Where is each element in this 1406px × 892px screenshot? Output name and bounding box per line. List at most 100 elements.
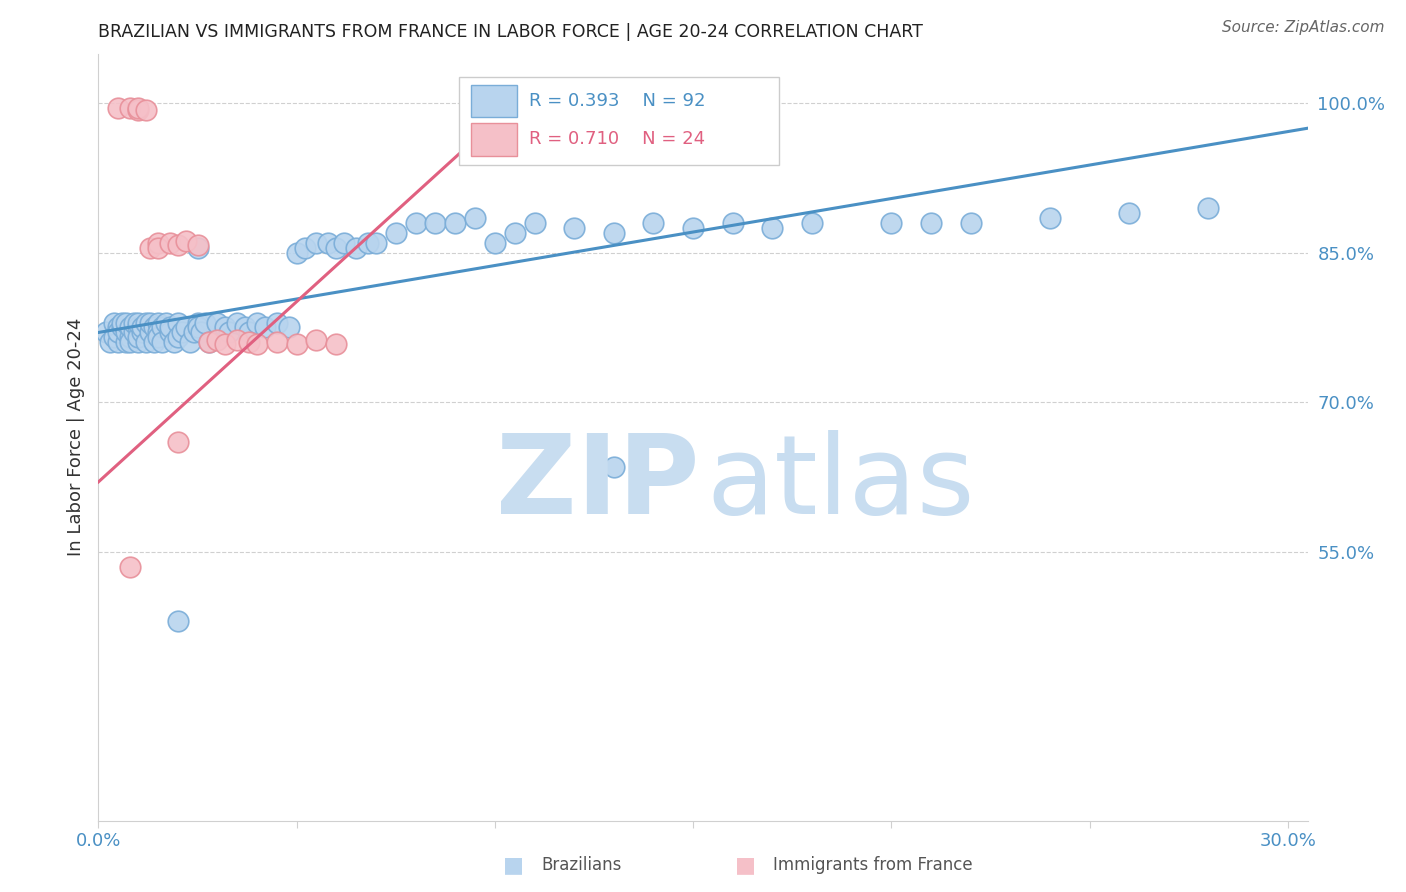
Point xyxy=(207,334,229,348)
Point xyxy=(111,316,134,330)
Point xyxy=(166,237,188,252)
Point xyxy=(127,335,149,350)
Point xyxy=(135,316,157,330)
Point xyxy=(226,316,249,330)
Point xyxy=(103,330,125,344)
Point xyxy=(146,241,169,255)
Point xyxy=(163,335,186,350)
Point xyxy=(761,220,783,235)
Point xyxy=(503,226,526,240)
Point xyxy=(801,216,824,230)
Point xyxy=(166,615,188,629)
Point xyxy=(643,216,665,230)
Point xyxy=(444,216,467,230)
Point xyxy=(120,559,142,574)
Point xyxy=(198,335,221,350)
Point xyxy=(179,335,201,350)
Text: ■: ■ xyxy=(735,855,755,875)
Point xyxy=(1039,211,1062,225)
Point xyxy=(131,320,153,334)
Point xyxy=(96,326,118,340)
Point xyxy=(159,235,181,250)
Y-axis label: In Labor Force | Age 20-24: In Labor Force | Age 20-24 xyxy=(66,318,84,557)
Point xyxy=(146,330,169,344)
Text: Source: ZipAtlas.com: Source: ZipAtlas.com xyxy=(1222,20,1385,35)
Point xyxy=(721,216,744,230)
Text: R = 0.393    N = 92: R = 0.393 N = 92 xyxy=(529,92,706,110)
Point xyxy=(115,326,138,340)
Point xyxy=(246,316,269,330)
Point xyxy=(135,335,157,350)
Point xyxy=(127,320,149,334)
Point xyxy=(682,220,704,235)
Point xyxy=(120,101,142,115)
Point xyxy=(120,335,142,350)
Point xyxy=(131,326,153,340)
Point xyxy=(305,235,328,250)
FancyBboxPatch shape xyxy=(471,85,517,117)
Point xyxy=(98,335,121,350)
Point xyxy=(155,316,177,330)
Point xyxy=(186,316,208,330)
Point xyxy=(1118,206,1140,220)
Point xyxy=(142,335,165,350)
Text: ZIP: ZIP xyxy=(496,430,699,537)
Point xyxy=(194,316,217,330)
Point xyxy=(139,241,162,255)
Point xyxy=(357,235,380,250)
Point xyxy=(325,337,347,351)
Point xyxy=(107,101,129,115)
Point xyxy=(384,226,406,240)
Point xyxy=(425,216,447,230)
Point xyxy=(166,316,188,330)
Point xyxy=(238,335,260,350)
Point xyxy=(464,211,486,225)
Point xyxy=(920,216,942,230)
FancyBboxPatch shape xyxy=(471,123,517,155)
Point xyxy=(120,330,142,344)
Point xyxy=(198,335,221,350)
Point xyxy=(344,241,367,255)
Point xyxy=(214,320,236,334)
Point xyxy=(127,101,149,115)
Point xyxy=(107,320,129,334)
Point xyxy=(186,237,208,252)
Point xyxy=(122,326,145,340)
Point xyxy=(146,316,169,330)
Point xyxy=(183,326,205,340)
Point xyxy=(405,216,427,230)
Point xyxy=(159,326,181,340)
Text: Immigrants from France: Immigrants from France xyxy=(773,856,973,874)
Point xyxy=(115,316,138,330)
Point xyxy=(122,316,145,330)
Point xyxy=(285,337,308,351)
Point xyxy=(146,235,169,250)
Point xyxy=(107,335,129,350)
Point xyxy=(325,241,347,255)
Point xyxy=(174,320,197,334)
Point xyxy=(174,234,197,248)
Point xyxy=(1198,201,1220,215)
Point xyxy=(120,320,142,334)
Point xyxy=(111,320,134,334)
Point xyxy=(238,326,260,340)
Point xyxy=(253,320,276,334)
Point xyxy=(170,326,193,340)
Text: BRAZILIAN VS IMMIGRANTS FROM FRANCE IN LABOR FORCE | AGE 20-24 CORRELATION CHART: BRAZILIAN VS IMMIGRANTS FROM FRANCE IN L… xyxy=(98,23,924,41)
Point xyxy=(285,245,308,260)
Point xyxy=(146,326,169,340)
Point xyxy=(305,334,328,348)
Point xyxy=(115,335,138,350)
Point xyxy=(135,103,157,118)
Point xyxy=(103,316,125,330)
Point xyxy=(562,220,585,235)
Point xyxy=(603,226,626,240)
Point xyxy=(166,435,188,450)
Point xyxy=(277,320,299,334)
Point xyxy=(959,216,981,230)
Point xyxy=(603,460,626,475)
FancyBboxPatch shape xyxy=(458,77,779,165)
Point xyxy=(266,316,288,330)
Point xyxy=(364,235,387,250)
Point xyxy=(207,316,229,330)
